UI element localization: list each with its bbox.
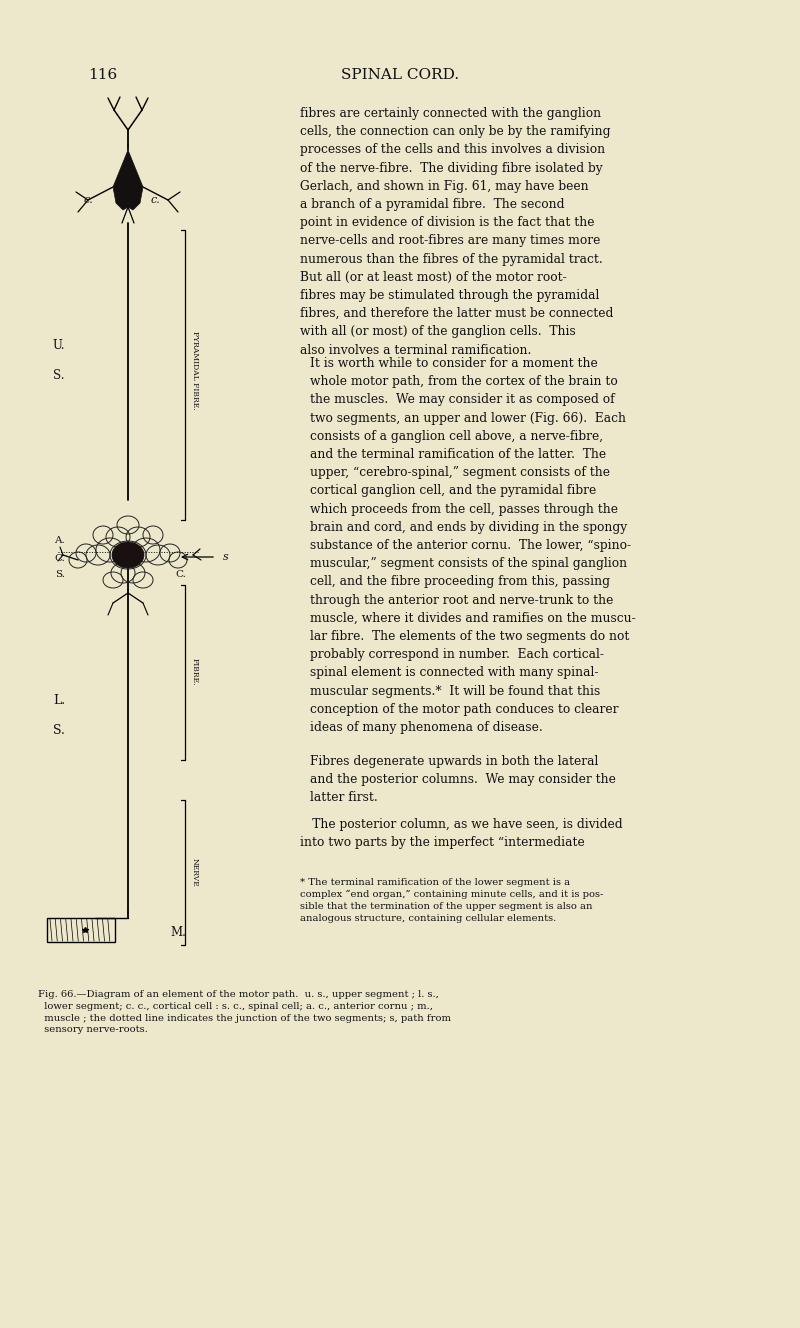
Text: C.: C. [54,554,65,563]
Text: Fig. 66.—Diagram of an element of the motor path.  u. s., upper segment ; l. s.,: Fig. 66.—Diagram of an element of the mo… [38,989,451,1035]
Text: C.: C. [175,570,186,579]
Text: U.: U. [53,339,65,352]
Polygon shape [112,542,144,568]
Text: 116: 116 [88,68,118,82]
Text: The posterior column, as we have seen, is divided
into two parts by the imperfec: The posterior column, as we have seen, i… [300,818,622,849]
Text: s: s [223,552,229,562]
Text: * The terminal ramification of the lower segment is a
complex “end organ,” conta: * The terminal ramification of the lower… [300,878,603,923]
Text: S.: S. [53,724,65,737]
Text: c.: c. [150,195,160,205]
Text: NERVE: NERVE [191,858,199,886]
Bar [47,918,115,942]
Text: PYRAMIDAL FIBRE.: PYRAMIDAL FIBRE. [191,331,199,409]
Text: L.: L. [53,693,65,706]
Text: SPINAL CORD.: SPINAL CORD. [341,68,459,82]
Text: S.: S. [55,570,65,579]
Text: Fibres degenerate upwards in both the lateral
and the posterior columns.  We may: Fibres degenerate upwards in both the la… [310,756,616,805]
Text: FIBRE.: FIBRE. [191,659,199,685]
Polygon shape [113,150,143,210]
Text: S.: S. [54,368,65,381]
Text: It is worth while to consider for a moment the
whole motor path, from the cortex: It is worth while to consider for a mome… [310,357,636,734]
Text: fibres are certainly connected with the ganglion
cells, the connection can only : fibres are certainly connected with the … [300,108,614,357]
Text: c.: c. [83,195,93,205]
Text: M.: M. [170,926,186,939]
Text: A.: A. [54,535,65,544]
